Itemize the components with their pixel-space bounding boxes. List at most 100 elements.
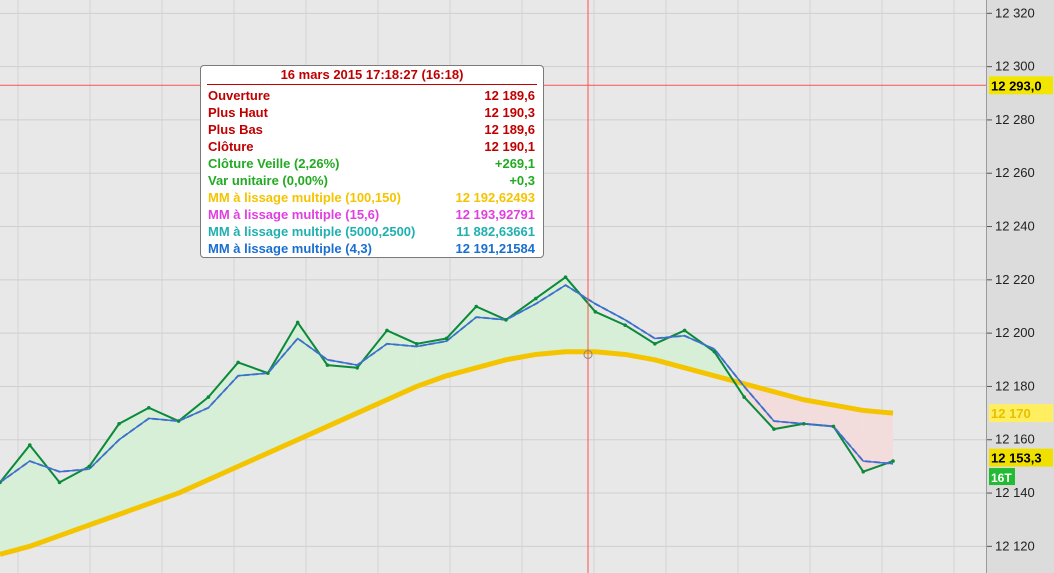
trend-fill-segment <box>535 277 566 355</box>
price-point <box>236 360 240 365</box>
ohlc-tooltip: 16 mars 2015 17:18:27 (16:18) Ouverture 1… <box>200 65 544 258</box>
trend-fill-segment <box>684 330 715 376</box>
trend-fill-segment <box>446 306 477 376</box>
price-point <box>414 342 419 346</box>
price-point <box>117 421 121 426</box>
trend-fill-segment <box>208 362 239 480</box>
trend-fill-segment <box>357 330 387 414</box>
price-point <box>295 320 300 325</box>
tooltip-row: Plus Bas 12 189,6 <box>201 121 543 138</box>
trend-fill-segment <box>654 330 685 368</box>
price-point <box>891 459 895 463</box>
trend-fill-segment <box>59 466 90 536</box>
trend-fill-segment <box>833 405 864 472</box>
trend-fill-segment <box>29 445 60 547</box>
tooltip-row-label: Clôture Veille (2,26%) <box>208 156 340 171</box>
tooltip-row: MM à lissage multiple (100,150) 12 192,62… <box>201 189 543 206</box>
price-point <box>742 395 746 399</box>
trend-fill-segment <box>773 391 804 430</box>
tooltip-row: Plus Haut 12 190,3 <box>201 104 543 121</box>
tooltip-title: 16 mars 2015 17:18:27 (16:18) <box>207 66 537 85</box>
trend-fill-segment <box>506 298 536 360</box>
tooltip-row-value: 11 882,63661 <box>456 224 535 239</box>
tooltip-row-label: Clôture <box>208 139 254 154</box>
tooltip-row-value: +269,1 <box>494 156 535 171</box>
axis-tick-label: 12 280 <box>995 112 1035 127</box>
trend-fill-segment <box>178 397 209 494</box>
tooltip-row: MM à lissage multiple (15,6) 12 193,92791 <box>201 206 543 223</box>
price-point <box>861 469 866 474</box>
tooltip-row-value: 12 192,62493 <box>455 190 535 205</box>
tooltip-row-value: 12 189,6 <box>484 88 535 103</box>
ma-long-line <box>0 349 894 557</box>
axis-tick-label: 12 320 <box>995 5 1035 20</box>
trend-fill-segment <box>0 445 30 555</box>
trend-fill-segment <box>327 365 358 427</box>
crosshair-price-badge-bg <box>989 76 1053 95</box>
tooltip-row-label: MM à lissage multiple (4,3) <box>208 241 372 256</box>
tooltip-row: Clôture 12 190,1 <box>201 138 543 155</box>
tooltip-row-label: Var unitaire (0,00%) <box>208 173 328 188</box>
trend-fill-segment <box>119 407 149 515</box>
price-axis-svg: 12 120 12 140 12 160 12 180 12 200 12 220 12 2… <box>987 5 1053 553</box>
price-point <box>682 328 687 333</box>
price-point <box>474 304 479 309</box>
trend-fill-segment <box>476 306 507 368</box>
axis-tick-label: 12 200 <box>995 325 1035 340</box>
price-point <box>831 424 836 429</box>
crosshair-price-badge-label: 12 293,0 <box>991 78 1042 93</box>
axis-tick-label: 12 160 <box>995 432 1035 447</box>
price-point <box>266 371 270 375</box>
tick-volume-badge-bg <box>989 468 1015 486</box>
axis-tick-label: 12 180 <box>995 378 1035 393</box>
price-point <box>712 349 717 354</box>
price-point <box>87 464 92 469</box>
tooltip-row-label: MM à lissage multiple (5000,2500) <box>208 224 416 239</box>
axis-tick-label: 12 120 <box>995 538 1035 553</box>
price-point <box>27 443 32 447</box>
price-point <box>206 395 211 399</box>
last-price-badge-label: 12 153,3 <box>991 451 1042 466</box>
price-point <box>325 363 330 367</box>
price-point <box>563 275 568 279</box>
tick-volume-badge-label: 16T <box>991 471 1012 485</box>
tooltip-row-value: 12 190,3 <box>484 105 535 120</box>
price-point <box>772 427 776 431</box>
trend-fill-segment <box>416 338 447 387</box>
axis-tick-label: 12 240 <box>995 219 1035 234</box>
tooltip-row-value: 12 193,92791 <box>455 207 535 222</box>
tooltip-row-value: 12 191,21584 <box>455 241 535 256</box>
tooltip-row: MM à lissage multiple (4,3) 12 191,21584 <box>201 240 543 257</box>
price-point <box>534 296 538 301</box>
tooltip-row-value: 12 189,6 <box>484 122 535 137</box>
trend-fill-segment <box>625 325 655 360</box>
price-point <box>653 342 657 346</box>
ma-long-badge-label: 12 170 <box>991 406 1031 421</box>
price-point <box>801 421 806 426</box>
tooltip-row-label: MM à lissage multiple (100,150) <box>208 190 401 205</box>
price-point <box>385 328 389 333</box>
trend-fill-segment <box>148 407 179 504</box>
tooltip-row-label: Plus Bas <box>208 122 263 137</box>
axis-tick-label: 12 220 <box>995 272 1035 287</box>
price-point <box>57 480 62 485</box>
price-point <box>0 480 2 485</box>
price-point <box>504 318 508 322</box>
tooltip-row-value: 12 190,1 <box>484 139 535 154</box>
tooltip-row-label: Ouverture <box>208 88 271 103</box>
trend-fill-segment <box>297 322 328 440</box>
ma-long-badge-bg <box>989 404 1053 423</box>
axis-tick-label: 12 300 <box>995 59 1035 74</box>
price-point <box>147 405 151 410</box>
axis-tick-label: 12 260 <box>995 165 1035 180</box>
tooltip-row: Ouverture 12 189,6 <box>201 87 543 104</box>
tooltip-row: Clôture Veille (2,26%) +269,1 <box>201 155 543 172</box>
axis-tick-label: 12 140 <box>995 485 1035 500</box>
price-point <box>623 323 627 327</box>
price-axis[interactable]: 12 120 12 140 12 160 12 180 12 200 12 220 12 2… <box>986 0 1054 573</box>
tooltip-rows: Ouverture 12 189,6 Plus Haut 12 190,3 Plus B… <box>201 87 543 257</box>
trend-fill-segment <box>238 362 268 467</box>
trend-fill-segment <box>267 322 298 454</box>
price-point <box>176 419 181 423</box>
trend-fill-segment <box>803 399 834 427</box>
